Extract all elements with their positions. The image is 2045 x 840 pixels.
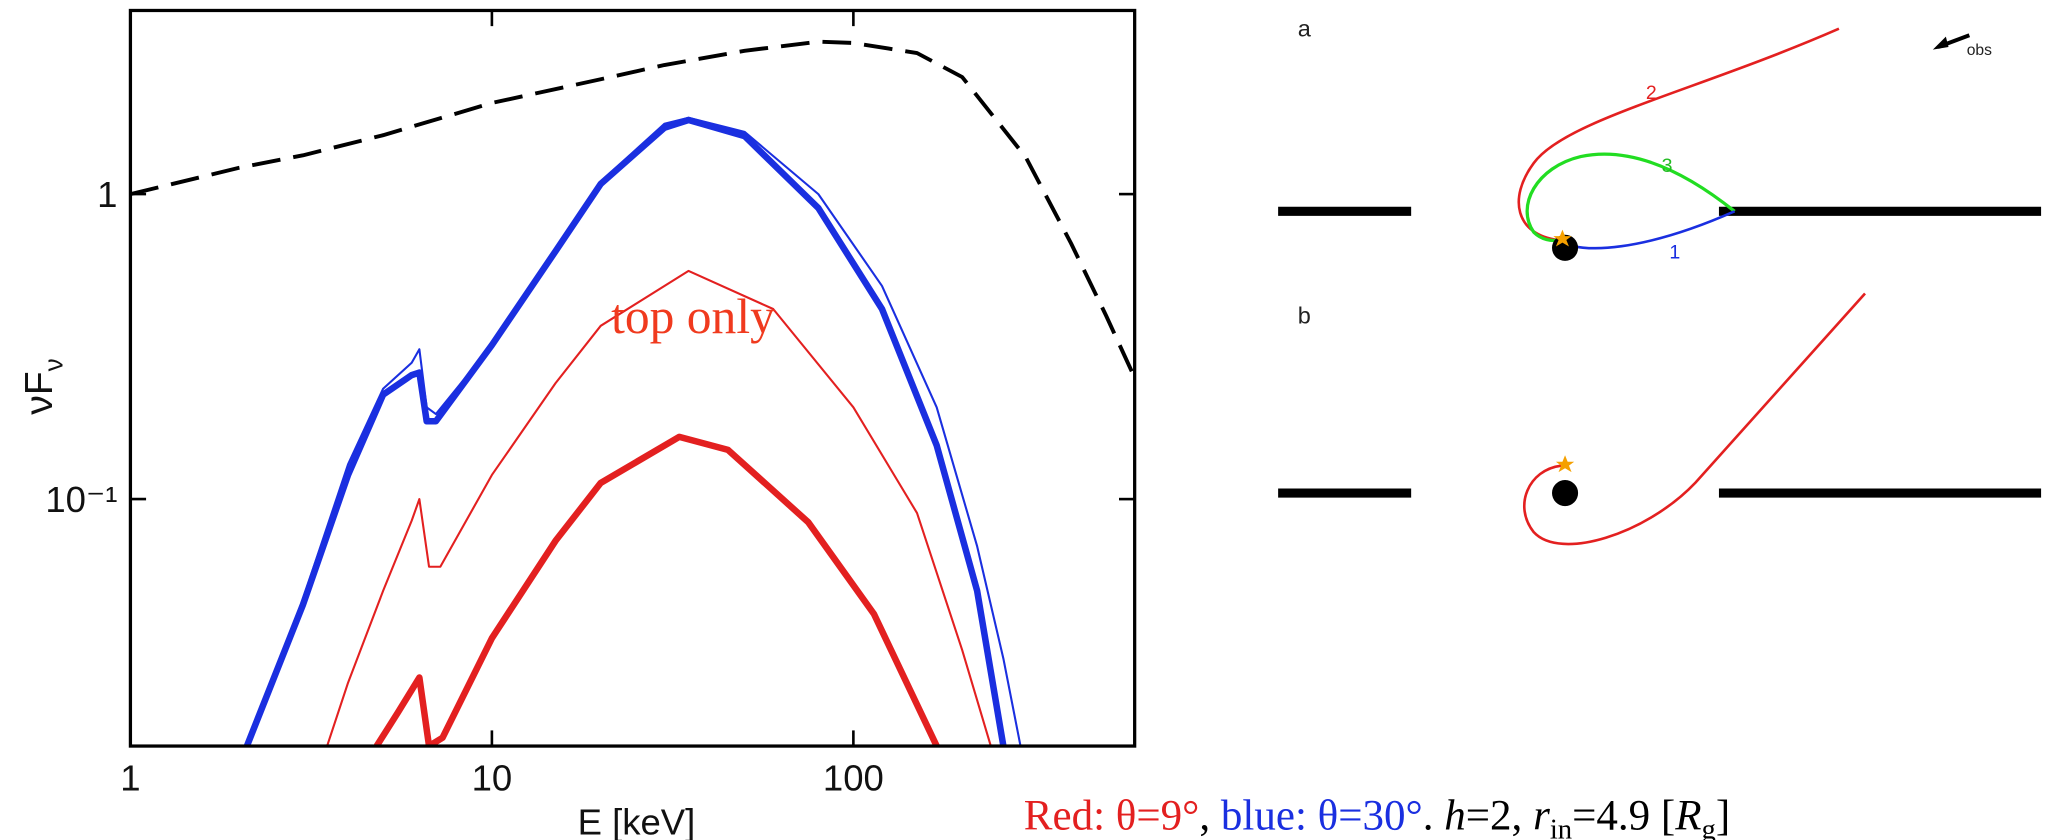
source: [1555, 455, 1575, 473]
caption-part: h: [1444, 793, 1466, 840]
panel-label: b: [1298, 302, 1311, 328]
series-line: [373, 433, 940, 747]
y-axis-label-main: νF: [18, 371, 61, 414]
path-label: 2: [1646, 82, 1657, 104]
series-group: [130, 39, 1135, 747]
caption-part: .: [1423, 793, 1445, 840]
series-line: [130, 39, 1135, 379]
series-line: [326, 269, 992, 747]
annotation: top only: [611, 289, 775, 344]
caption-part: in: [1550, 814, 1572, 840]
caption-part: =4.9 [: [1572, 793, 1675, 840]
series-line: [245, 116, 1022, 747]
path-label: 1: [1669, 241, 1680, 263]
plot: 1 10 100 10⁻¹ 1 E [keV] νFν top only: [18, 8, 1137, 840]
x-tick-label: 1: [120, 757, 140, 798]
ray-path: [1525, 152, 1736, 243]
y-tick-label: 10⁻¹: [45, 479, 117, 520]
caption-part: ,: [1199, 793, 1221, 840]
caption-part: Red: θ=9°: [1024, 793, 1200, 840]
panel-label: a: [1298, 16, 1312, 42]
x-tick-label: 100: [823, 757, 884, 798]
y-tick-label: 1: [97, 174, 117, 215]
black-hole: [1552, 479, 1579, 507]
observer-label: obs: [1967, 42, 1992, 59]
path-label: 3: [1662, 155, 1673, 177]
arrow-head: [1932, 36, 1949, 50]
caption-part: g: [1702, 814, 1716, 840]
diagram: [1278, 27, 2042, 546]
ray-path: [1517, 27, 1840, 242]
caption-part: R: [1674, 793, 1701, 840]
caption-part: =2,: [1466, 793, 1533, 840]
caption-part: ]: [1716, 793, 1730, 840]
y-axis-label-sub: ν: [39, 358, 69, 371]
plot-frame: [128, 8, 1137, 748]
caption: Red: θ=9°, blue: θ=30°. h=2, rin=4.9 [Rg…: [1024, 793, 1730, 840]
x-tick-label: 10: [472, 757, 513, 798]
series-line: [243, 116, 1007, 747]
source: [1553, 229, 1572, 247]
caption-part: r: [1533, 793, 1550, 840]
ray-path: [1523, 292, 1866, 546]
y-axis-label: νFν: [18, 358, 68, 415]
caption-part: blue: θ=30°: [1221, 793, 1423, 840]
x-axis-label: E [keV]: [578, 802, 696, 840]
ray-path: [1557, 210, 1736, 250]
